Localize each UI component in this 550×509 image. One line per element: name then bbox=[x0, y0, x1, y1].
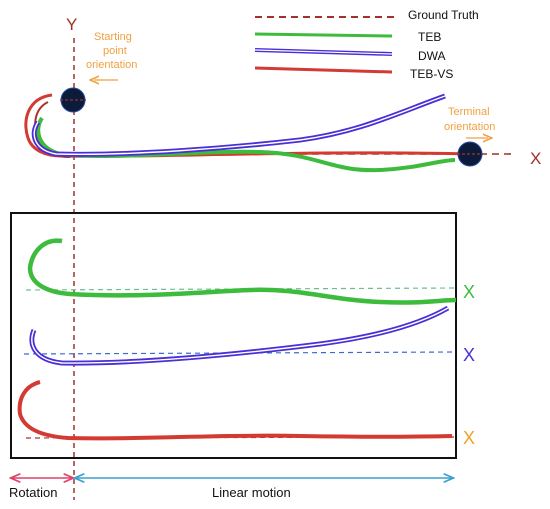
separated-trajectories-box bbox=[10, 212, 457, 459]
legend: Ground Truth TEB DWA TEB-VS bbox=[254, 8, 479, 81]
dwa-x-label: X bbox=[463, 345, 475, 365]
terminal-orientation-line2: orientation bbox=[444, 121, 495, 133]
terminal-orientation-line1: Terminal bbox=[448, 106, 490, 118]
x-axis-label: X bbox=[530, 149, 541, 168]
start-point-marker bbox=[60, 87, 86, 113]
rotation-label: Rotation bbox=[9, 485, 57, 500]
teb-x-label: X bbox=[463, 282, 475, 302]
legend-dwa-label: DWA bbox=[418, 49, 446, 63]
start-orientation-line3: orientation bbox=[86, 59, 137, 71]
tebvs-trajectory-separate bbox=[17, 380, 453, 441]
legend-teb-vs-label: TEB-VS bbox=[410, 67, 453, 81]
terminal-point-marker bbox=[457, 141, 483, 167]
linear-motion-label: Linear motion bbox=[212, 485, 291, 500]
dwa-trajectory-separate bbox=[29, 305, 450, 366]
tebvs-x-label: X bbox=[463, 428, 475, 448]
start-orientation-line2: point bbox=[103, 45, 127, 57]
top-trajectories bbox=[24, 93, 471, 173]
legend-teb-label: TEB bbox=[418, 30, 441, 44]
legend-ground-truth-label: Ground Truth bbox=[408, 8, 479, 22]
y-axis-label: Y bbox=[66, 15, 77, 34]
legend-teb-vs-swatch bbox=[254, 66, 393, 74]
teb-trajectory-separate bbox=[27, 238, 457, 305]
start-orientation-line1: Starting bbox=[94, 31, 132, 43]
legend-teb-swatch bbox=[254, 32, 393, 38]
